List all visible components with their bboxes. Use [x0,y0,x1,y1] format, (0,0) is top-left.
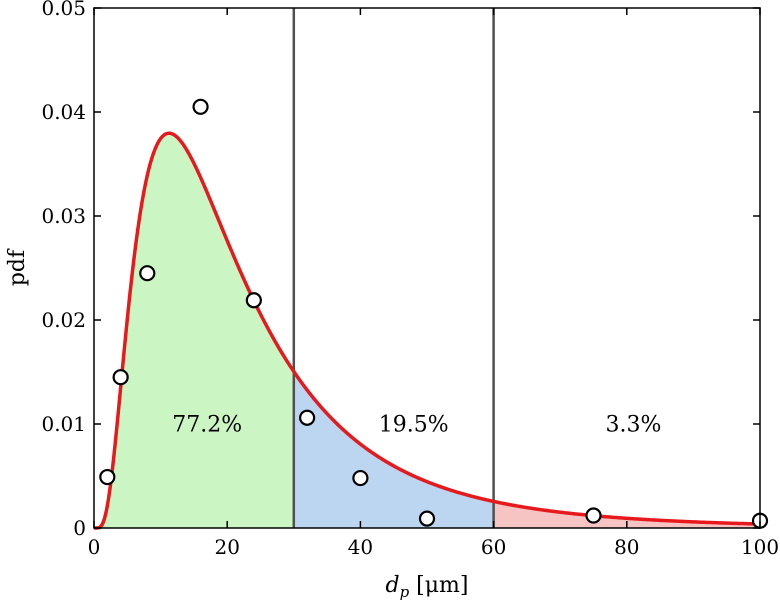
y-tick-label: 0.04 [41,100,86,124]
x-axis-label: dp [μm] [385,573,468,601]
y-tick-label: 0.02 [41,308,86,332]
region-label-3: 3.3% [606,412,662,437]
data-point [299,409,316,426]
pdf-curve [94,131,761,530]
data-point [192,98,209,115]
data-point [418,510,436,527]
x-axis-label-unit: [μm] [409,573,468,598]
x-tick-label: 60 [481,535,506,559]
x-axis-label-sub: p [400,583,410,601]
data-point [352,469,369,487]
data-point [585,507,602,524]
x-tick-label: 20 [214,535,239,559]
y-tick-label: 0.05 [41,0,86,20]
axis-labels: dp [μm] pdf [5,248,469,601]
x-tick-label: 80 [614,535,639,559]
region-labels: 77.2% 19.5% 3.3% [172,412,661,437]
y-axis-label: pdf [5,248,30,286]
data-point [245,292,262,309]
region-label-2: 19.5% [379,412,449,437]
y-tick-label: 0.03 [41,204,86,228]
region-label-1: 77.2% [172,412,242,437]
data-point [139,265,156,282]
x-tick-label: 100 [741,535,779,559]
region-fills [94,133,760,528]
region-fill-2 [293,371,494,528]
x-tick-label: 40 [348,535,373,559]
y-tick-label: 0 [73,516,86,540]
boundary-lines [292,8,495,528]
data-point [112,369,129,386]
axis-ticks: 0 20 40 60 80 100 0 0.01 0.02 0.03 0.04 0.05 [41,0,779,559]
x-axis-label-main: d [385,573,399,598]
plot-frame [93,7,761,529]
data-point [99,468,116,486]
y-tick-label: 0.01 [41,412,86,436]
region-fill-3 [493,501,760,528]
x-tick-label: 0 [88,535,101,559]
region-fill-1 [94,133,294,528]
